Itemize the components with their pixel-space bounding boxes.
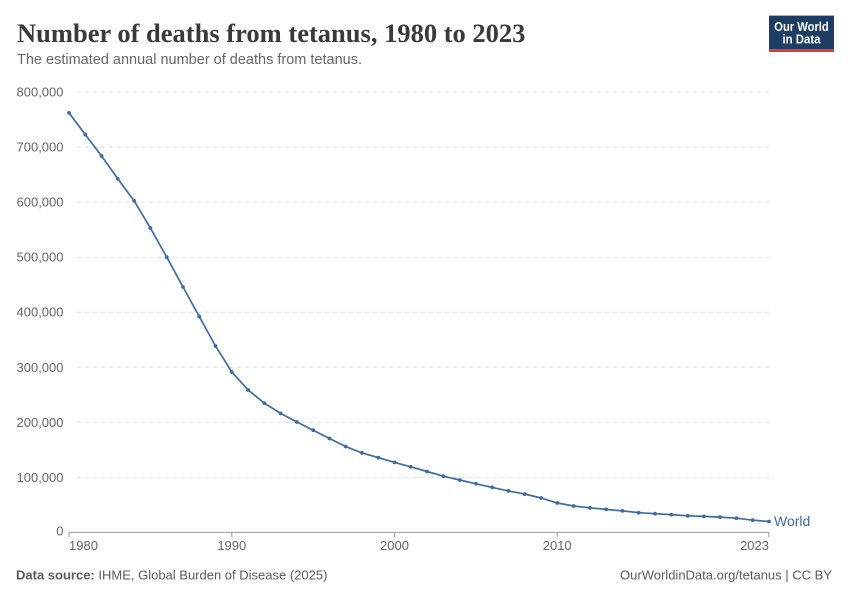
svg-text:400,000: 400,000 — [17, 305, 64, 320]
svg-text:800,000: 800,000 — [17, 85, 64, 100]
svg-text:2000: 2000 — [380, 538, 409, 553]
svg-text:1980: 1980 — [69, 538, 98, 553]
svg-text:1990: 1990 — [217, 538, 246, 553]
svg-text:2023: 2023 — [740, 538, 769, 553]
svg-text:100,000: 100,000 — [17, 470, 64, 485]
svg-text:in Data: in Data — [783, 32, 822, 47]
svg-text:600,000: 600,000 — [17, 195, 64, 210]
svg-text:300,000: 300,000 — [17, 360, 64, 375]
svg-text:2010: 2010 — [543, 538, 572, 553]
svg-text:700,000: 700,000 — [17, 140, 64, 155]
svg-text:Number of deaths from tetanus,: Number of deaths from tetanus, 1980 to 2… — [17, 18, 525, 48]
svg-text:Data source: IHME, Global Burd: Data source: IHME, Global Burden of Dise… — [16, 568, 327, 583]
svg-text:OurWorldinData.org/tetanus | C: OurWorldinData.org/tetanus | CC BY — [620, 568, 832, 583]
svg-text:0: 0 — [56, 523, 63, 538]
svg-text:The estimated annual number of: The estimated annual number of deaths fr… — [17, 52, 362, 68]
svg-text:Our World: Our World — [774, 19, 829, 34]
svg-text:200,000: 200,000 — [17, 415, 64, 430]
svg-text:World: World — [774, 513, 810, 529]
svg-text:500,000: 500,000 — [17, 250, 64, 265]
